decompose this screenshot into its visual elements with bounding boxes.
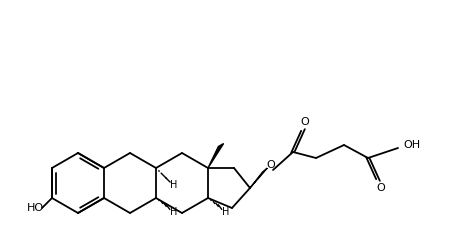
Text: O: O — [300, 117, 309, 127]
Text: H: H — [222, 207, 230, 217]
Polygon shape — [208, 143, 224, 168]
Text: HO: HO — [26, 203, 44, 213]
Text: O: O — [267, 160, 275, 170]
Text: OH: OH — [403, 140, 421, 150]
Text: O: O — [377, 183, 385, 193]
Text: H: H — [170, 180, 178, 190]
Polygon shape — [250, 168, 267, 188]
Text: H: H — [170, 207, 178, 217]
